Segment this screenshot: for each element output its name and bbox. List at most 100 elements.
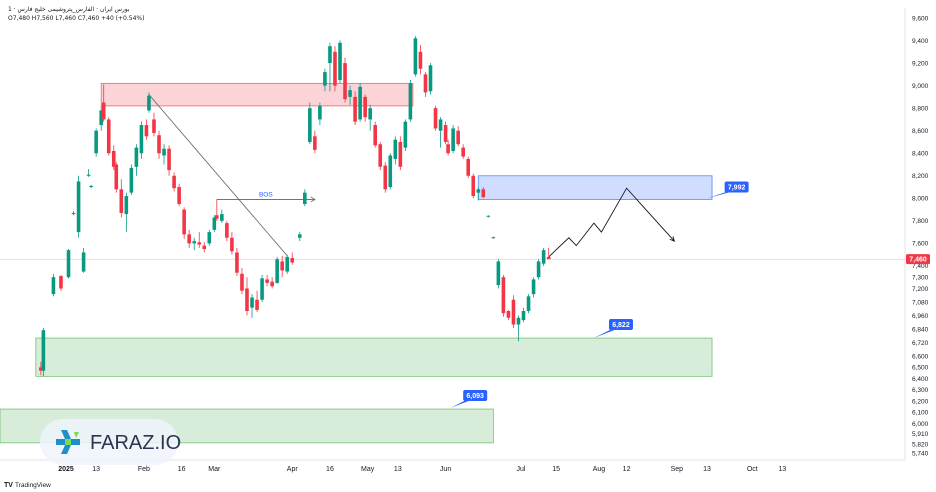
price-tick-label: 6,300 — [912, 387, 929, 394]
price-tick-label: 7,400 — [912, 263, 929, 270]
price-tick-label: 6,840 — [912, 326, 929, 333]
candle-body — [546, 256, 551, 260]
candle-body — [240, 273, 244, 291]
candle-body — [250, 297, 254, 308]
candle-body — [403, 121, 408, 148]
candle-body — [313, 136, 317, 150]
time-tick-label: Jul — [517, 466, 526, 473]
time-tick-label: Oct — [747, 466, 758, 473]
tradingview-footer[interactable]: TV TradingView — [4, 482, 51, 489]
time-tick-label: Sep — [671, 466, 684, 473]
time-tick-label: 13 — [779, 466, 787, 473]
price-tick-label: 8,000 — [912, 196, 929, 203]
candle-body — [521, 311, 526, 321]
callout-label: 7,992 — [728, 185, 746, 192]
candle-body — [134, 147, 139, 167]
candle-body — [129, 167, 134, 193]
candle-body — [368, 108, 372, 120]
candle-body — [443, 125, 448, 142]
callout-box — [463, 390, 488, 402]
candle-body — [418, 51, 423, 69]
watermark-brand: FARAZ.IO — [90, 432, 181, 454]
candle-body — [245, 288, 249, 312]
candle-body — [526, 296, 531, 312]
candle-body — [348, 90, 352, 97]
candle-body — [290, 258, 295, 263]
candle-body — [297, 234, 302, 238]
price-axis[interactable]: 9,600 9,400 9,200 9,000 8,800 8,600 8,400 8,200… — [912, 15, 929, 457]
candle-body — [119, 189, 124, 213]
candle-body — [275, 259, 279, 283]
candle-body — [383, 165, 388, 190]
candle-body — [481, 189, 486, 198]
trendline — [148, 94, 288, 257]
candle-body — [207, 232, 212, 244]
candle-body — [438, 119, 443, 131]
target-zone-1 — [477, 175, 713, 200]
candle-body — [202, 245, 207, 250]
candle-body — [270, 281, 274, 287]
time-tick-label: 16 — [178, 466, 186, 473]
last-price-badge — [906, 254, 930, 265]
time-tick-label: Mar — [208, 466, 221, 473]
price-tick-label: 7,800 — [912, 218, 929, 225]
candle-body — [86, 174, 91, 176]
candle-body — [393, 139, 398, 159]
bos-label: BOS — [259, 191, 273, 198]
candle-body — [496, 261, 501, 286]
price-tick-label: 9,600 — [912, 15, 929, 22]
price-tick-label: 8,800 — [912, 105, 929, 112]
price-tick-label: 9,000 — [912, 83, 929, 90]
candle-body — [285, 256, 290, 272]
candle-body — [235, 252, 239, 273]
chart-header-ohlc: O7,480 H7,560 L7,460 C7,460 +40 (+0.54%) — [8, 15, 144, 22]
candle-body — [501, 277, 506, 314]
time-tick-label: Feb — [138, 466, 150, 473]
candle-body — [265, 279, 269, 283]
candle-body — [124, 196, 129, 215]
price-tick-label: 6,960 — [912, 313, 929, 320]
candle-body — [220, 214, 224, 221]
candle-body — [363, 96, 367, 118]
price-tick-label: 7,600 — [912, 241, 929, 248]
price-tick-label: 7,200 — [912, 286, 929, 293]
candle-body — [111, 150, 116, 167]
candle-body — [187, 234, 191, 244]
candle-body — [461, 147, 465, 157]
time-tick-label: 13 — [92, 466, 100, 473]
callout-label: 6,093 — [466, 393, 484, 400]
candle-body — [343, 63, 347, 100]
time-tick-label: Apr — [287, 466, 299, 473]
candle-body — [303, 192, 307, 204]
candle-body — [114, 164, 119, 190]
callout-box — [724, 181, 749, 193]
candle-body — [76, 181, 81, 233]
last-price-marker: 7,460 — [0, 254, 930, 265]
candle-body — [446, 144, 450, 154]
time-axis[interactable]: 2025 13 Feb 16 Mar Apr 16 May 13 Jun Jul 15 Aug 12 Sep… — [58, 466, 786, 473]
candle-body — [516, 317, 521, 325]
callouts-layer: 7,992 6,822 6,093 — [450, 181, 749, 408]
time-tick-label: 15 — [552, 466, 560, 473]
candle-body — [280, 261, 284, 271]
candle-body — [423, 74, 428, 93]
candle-body — [308, 108, 312, 142]
price-tick-label: 8,600 — [912, 128, 929, 135]
callout-box — [608, 319, 633, 331]
price-tick-label: 6,200 — [912, 398, 929, 405]
candle-body — [323, 72, 327, 86]
candle-body — [373, 125, 377, 146]
candle-body — [106, 119, 111, 154]
chart-header-title: 1 · بورس ایران · الفارس_پتروشیمی خلیج فا… — [8, 6, 130, 13]
candle-body — [230, 237, 234, 252]
candle-body — [101, 102, 106, 120]
candle-body — [167, 148, 171, 171]
candle-body — [388, 155, 393, 188]
candle-body — [476, 189, 481, 193]
price-tick-label: 6,000 — [912, 421, 929, 428]
time-tick-label: Jun — [440, 466, 451, 473]
price-tick-label: 6,500 — [912, 365, 929, 372]
candle-body — [541, 250, 546, 264]
candle-body — [66, 250, 71, 278]
